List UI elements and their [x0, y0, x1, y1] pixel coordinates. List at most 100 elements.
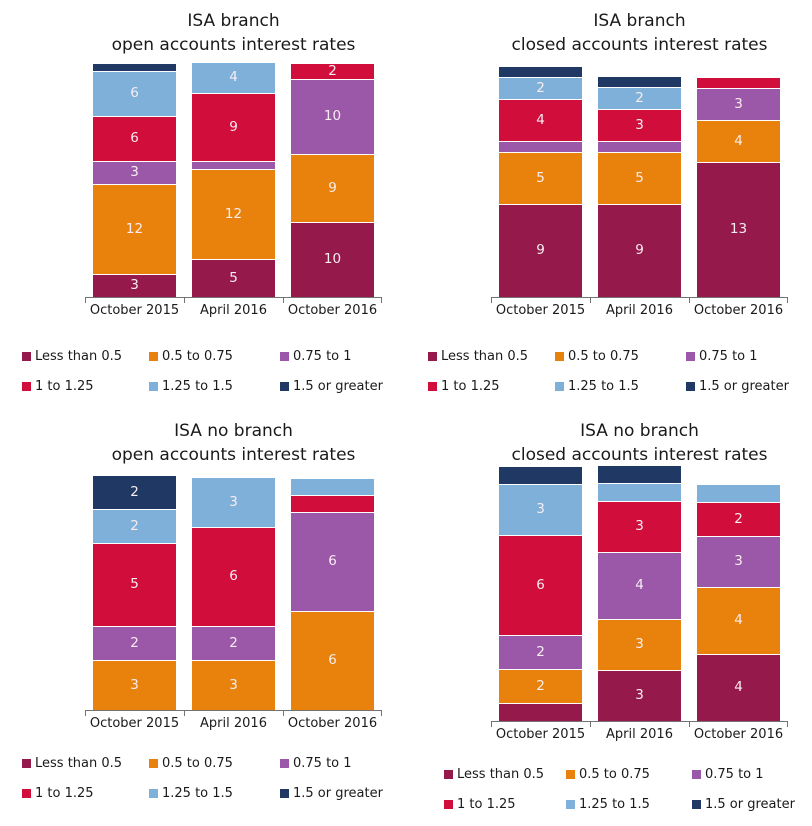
- axis-tick: [491, 298, 492, 303]
- chart-panel-no-branch-open: ISA no branch open accounts interest rat…: [0, 410, 406, 826]
- x-axis-label: October 2016: [287, 303, 378, 318]
- legend-swatch: [22, 381, 31, 391]
- bar-segment: [499, 67, 582, 77]
- bar-segment: 3: [697, 537, 780, 587]
- bar-segment: 4: [598, 553, 681, 619]
- x-axis-label: October 2015: [89, 716, 180, 731]
- legend-item: 1.5 or greater: [686, 374, 812, 398]
- bar-segment: 10: [291, 223, 374, 297]
- legend-swatch: [566, 769, 575, 779]
- axis-tick: [381, 298, 382, 303]
- bar-segment: 9: [192, 94, 275, 161]
- axis-tick: [590, 298, 591, 303]
- legend-swatch: [428, 381, 437, 391]
- bar-segment: 4: [192, 63, 275, 93]
- legend-swatch: [22, 788, 31, 798]
- legend-swatch: [555, 351, 564, 361]
- bar-segment: [697, 78, 780, 88]
- chart-title-line-2: open accounts interest rates: [111, 35, 356, 55]
- axis-tick: [184, 298, 185, 303]
- legend-item: 1.25 to 1.5: [566, 792, 692, 816]
- legend-label: 1 to 1.25: [35, 785, 94, 801]
- legend-label: 1.5 or greater: [699, 378, 789, 394]
- bar-segment: 13: [697, 163, 780, 297]
- bar-segment: 2: [93, 627, 176, 660]
- chart-legend: Less than 0.5 0.5 to 0.75 0.75 to 1 1 to 1.…: [428, 344, 812, 398]
- chart-legend: Less than 0.5 0.5 to 0.75 0.75 to 1 1 to 1.…: [22, 751, 406, 805]
- legend-label: 1.25 to 1.5: [162, 785, 233, 801]
- legend-label: 1.25 to 1.5: [568, 378, 639, 394]
- axis-tick: [184, 711, 185, 716]
- legend-label: 1 to 1.25: [35, 378, 94, 394]
- x-axis-label: April 2016: [200, 716, 267, 731]
- legend-swatch: [280, 788, 289, 798]
- legend-item: 1.5 or greater: [280, 781, 406, 805]
- legend-swatch: [692, 799, 701, 809]
- axis-tick: [381, 711, 382, 716]
- legend-item: Less than 0.5: [22, 751, 149, 775]
- bar-segment: 2: [598, 88, 681, 109]
- legend-label: 0.5 to 0.75: [162, 755, 233, 771]
- bar-segment: 3: [192, 661, 275, 710]
- chart-panel-no-branch-closed: ISA no branch closed accounts interest r…: [406, 410, 812, 826]
- axis-tick: [491, 722, 492, 727]
- x-axis: October 2015 April 2016 October 2016: [85, 297, 382, 318]
- x-axis-label: April 2016: [606, 303, 673, 318]
- legend-item: 0.75 to 1: [280, 344, 406, 368]
- legend-label: 0.5 to 0.75: [568, 348, 639, 364]
- legend-label: Less than 0.5: [441, 348, 529, 364]
- bar-segment: 10: [291, 80, 374, 154]
- bar-slot: 6 6 3 12 3: [85, 64, 184, 297]
- legend-swatch: [149, 758, 158, 768]
- bar-segment: 3: [697, 89, 780, 120]
- axis-tick: [283, 298, 284, 303]
- legend-item: 0.5 to 0.75: [555, 344, 686, 368]
- bar-segment: 3: [598, 502, 681, 552]
- legend-label: 1.5 or greater: [293, 378, 383, 394]
- legend-swatch: [444, 799, 453, 809]
- legend-label: 0.5 to 0.75: [162, 348, 233, 364]
- legend-swatch: [149, 381, 158, 391]
- legend-label: 0.5 to 0.75: [579, 766, 650, 782]
- legend-swatch: [280, 351, 289, 361]
- bar-segment: 4: [697, 121, 780, 162]
- legend-label: 0.75 to 1: [293, 755, 352, 771]
- axis-tick: [85, 298, 86, 303]
- bar-segment: 12: [93, 185, 176, 274]
- bar-segment: 3: [93, 162, 176, 184]
- bar-segment: 2: [499, 670, 582, 703]
- chart-panel-branch-closed: ISA branch closed accounts interest rate…: [406, 0, 812, 410]
- legend-label: 1 to 1.25: [441, 378, 500, 394]
- legend-item: 1.25 to 1.5: [555, 374, 686, 398]
- bar-segment: 9: [598, 205, 681, 297]
- bar-segment: 3: [93, 275, 176, 297]
- bar-segment: 3: [93, 661, 176, 710]
- chart-title: ISA no branch open accounts interest rat…: [85, 419, 382, 467]
- bar-segment: 6: [291, 513, 374, 611]
- chart-panel-branch-open: ISA branch open accounts interest rates …: [0, 0, 406, 410]
- bar-segment: 2: [192, 627, 275, 660]
- legend-swatch: [280, 381, 289, 391]
- bar-segment: 4: [697, 655, 780, 721]
- legend-label: 1.25 to 1.5: [162, 378, 233, 394]
- x-axis-label: October 2015: [495, 303, 586, 318]
- legend-item: 0.5 to 0.75: [149, 751, 280, 775]
- bar-segment: 5: [192, 260, 275, 297]
- legend-swatch: [428, 351, 437, 361]
- legend-swatch: [280, 758, 289, 768]
- legend-item: 1.25 to 1.5: [149, 374, 280, 398]
- bar-segment: 12: [192, 170, 275, 259]
- chart-title-line-1: ISA no branch: [580, 421, 699, 441]
- bar-segment: [598, 142, 681, 152]
